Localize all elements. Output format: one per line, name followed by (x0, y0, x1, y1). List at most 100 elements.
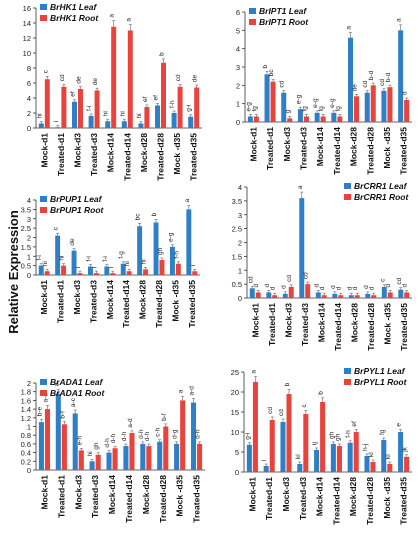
bar (105, 121, 111, 128)
data-label: hi (141, 259, 148, 264)
y-axis-label: Relative Expression (6, 210, 21, 334)
bar (138, 123, 144, 128)
data-label: cd (278, 409, 285, 416)
x-tick-label: Mock -d35 (172, 133, 182, 175)
bar (143, 269, 149, 275)
data-label: kl (385, 454, 392, 459)
bar (87, 266, 93, 275)
bar (55, 235, 61, 275)
y-tick-label: 4 (236, 45, 240, 54)
data-label: d-h (195, 429, 202, 439)
bar (44, 79, 50, 128)
data-label: f-i (36, 255, 43, 260)
x-tick-label: Mock-d14 (316, 303, 326, 342)
data-label: d (363, 285, 370, 289)
x-tick-label: Mock-d3 (72, 280, 82, 315)
data-label: d (280, 285, 287, 289)
bar (354, 295, 360, 298)
bar (159, 260, 165, 275)
data-label: a-d (42, 393, 49, 403)
bar (381, 286, 387, 298)
data-label: f-h (345, 430, 352, 438)
data-label: a (125, 18, 132, 22)
x-tick-label: Mock-d28 (349, 127, 359, 166)
data-label: g-i (186, 105, 193, 112)
data-label: d-h (104, 438, 111, 448)
data-label: e-g (167, 232, 174, 242)
y-tick-label: 0 (236, 118, 240, 127)
bar (175, 263, 181, 275)
data-label: cd (286, 275, 293, 282)
bar (269, 420, 275, 472)
bar (180, 400, 186, 470)
x-tick-label: Mock-d14 (315, 477, 325, 516)
data-label: d (402, 283, 409, 287)
data-label: hi (36, 113, 43, 118)
bar (104, 266, 110, 275)
legend-swatch (249, 8, 256, 14)
legend-label: BrADA1 Leaf (50, 377, 104, 387)
data-label: a-d (189, 386, 196, 396)
x-tick-label: Mock-d1 (39, 133, 49, 168)
bar (44, 409, 51, 470)
bar (398, 289, 404, 298)
bar (364, 92, 370, 122)
bar (280, 422, 286, 472)
x-tick-label: Treated-d3 (88, 280, 98, 323)
x-tick-label: Treated-d35 (187, 280, 197, 328)
y-tick-label: 25 (231, 368, 239, 377)
x-tick-label: Mock -d35 (382, 303, 392, 345)
legend-label: BrPUP1 Root (50, 205, 105, 215)
legend-label: BrPYL1 Root (354, 377, 408, 387)
bar (72, 101, 77, 128)
legend-label: BrCRR1 Root (354, 192, 409, 202)
bar (38, 265, 44, 275)
data-label: f-g (118, 251, 125, 259)
y-tick-label: 2.5 (232, 225, 242, 234)
bar (78, 450, 84, 470)
y-tick-label: 16 (23, 4, 31, 13)
data-label: d (385, 283, 392, 287)
bar (263, 466, 269, 472)
data-label: a (396, 18, 403, 22)
x-tick-label: Mock-d1 (39, 475, 49, 510)
data-label: bc (268, 69, 275, 77)
x-tick-label: Treated-d3 (90, 475, 100, 518)
y-tick-label: 1.2 (21, 414, 31, 423)
bar (404, 100, 410, 122)
data-label: cd (396, 277, 403, 284)
bar (272, 295, 278, 298)
data-label: c (53, 226, 60, 230)
bar (305, 284, 311, 298)
x-tick-label: Treated-d35 (192, 475, 202, 523)
chart-panel-1: 0 2 4 6 8 10 12 14 16 hi i ef f-i hi hi hi ef f-h g-i c cd de… (23, 2, 202, 181)
data-label: fg (301, 106, 308, 112)
data-label: a (109, 14, 116, 18)
data-label: b-e (36, 406, 43, 416)
bar (157, 441, 163, 470)
x-tick-label: Treated-d28 (365, 477, 375, 525)
data-label: e-g (312, 98, 319, 108)
data-label: d (336, 286, 343, 290)
y-tick-label: 2 (238, 239, 242, 248)
legend-swatch (40, 379, 47, 385)
x-tick-label: Mock-d1 (39, 280, 49, 315)
legend-swatch (40, 4, 47, 10)
data-label: i (91, 267, 98, 268)
bar (381, 440, 387, 472)
bar (303, 414, 309, 472)
legend-label: BrIPT1 Leaf (259, 6, 307, 16)
bar (347, 442, 353, 472)
data-label: ef (351, 421, 358, 427)
data-label: hi (42, 261, 49, 266)
bar (299, 198, 305, 298)
y-tick-label: 4 (27, 94, 31, 103)
legend-label: BrHK1 Leaf (50, 2, 97, 12)
bar (320, 402, 326, 472)
bar (321, 295, 327, 298)
x-tick-label: Mock-d3 (281, 477, 291, 512)
data-label: b (151, 212, 158, 216)
data-label: d (264, 283, 271, 287)
bar (94, 90, 100, 128)
